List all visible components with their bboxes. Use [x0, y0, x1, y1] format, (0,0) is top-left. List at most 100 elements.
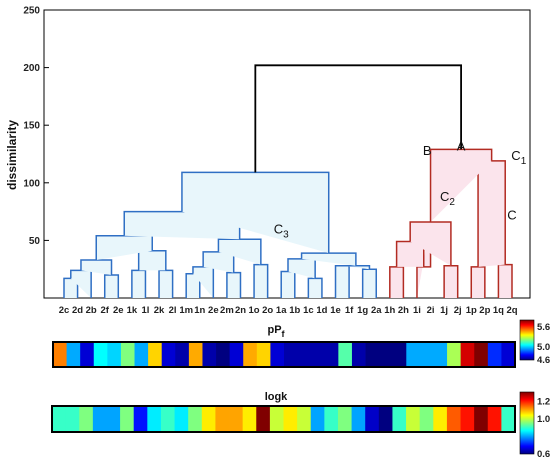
- heatmap-cell: [269, 406, 284, 432]
- link-fill: [80, 259, 112, 275]
- heatmap-logk-title: logk: [265, 391, 288, 403]
- leaf-label: 2i: [427, 305, 435, 316]
- link-fill: [192, 266, 214, 298]
- y-tick-label: 100: [23, 178, 40, 189]
- dendrogram-link: [342, 264, 371, 270]
- leaf-label: 1l: [141, 305, 149, 316]
- heatmap-cell: [65, 406, 80, 432]
- heatmap-cell: [107, 342, 122, 367]
- heatmap-cell: [474, 342, 489, 367]
- heatmap-logk: [52, 406, 516, 432]
- heatmap-cell: [446, 406, 461, 432]
- link-fill: [498, 264, 512, 298]
- heatmap-cell: [311, 342, 326, 367]
- leaf-label: 2f: [101, 305, 110, 316]
- heatmap-cell: [297, 406, 312, 432]
- heatmap-cell: [242, 406, 257, 432]
- heatmap-cell: [310, 406, 325, 432]
- heatmap-cell: [324, 342, 339, 367]
- y-axis-label: dissimilarity: [5, 120, 19, 190]
- heatmap-cell: [148, 342, 163, 367]
- dendrogram-link: [254, 64, 462, 173]
- heatmap-cell: [447, 342, 462, 367]
- heatmap-cell: [160, 406, 175, 432]
- heatmap-cell: [229, 342, 244, 367]
- heatmap-cell: [270, 342, 285, 367]
- link-fill: [396, 241, 424, 267]
- heatmap-cell: [419, 342, 434, 367]
- leaf-label: 2b: [86, 305, 97, 316]
- heatmap-cell: [283, 406, 298, 432]
- colorbar-tick-label: 1.0: [537, 414, 550, 425]
- heatmap-cell: [243, 342, 258, 367]
- leaf-label: 1b: [289, 305, 300, 316]
- leaf-label: 1p: [466, 305, 477, 316]
- heatmap-cell: [433, 406, 448, 432]
- leaf-label: 2m: [220, 305, 234, 316]
- link-fill: [342, 265, 370, 270]
- heatmap-cell: [188, 342, 203, 367]
- heatmap-cell: [460, 406, 475, 432]
- link-fill: [362, 269, 377, 298]
- heatmap-cell: [487, 406, 502, 432]
- link-fill: [430, 149, 492, 222]
- leaf-label: 2n: [235, 305, 246, 316]
- heatmap-cell: [120, 406, 135, 432]
- link-fill: [203, 251, 234, 273]
- y-axis-ticks: 50 100 150 200 250: [23, 6, 49, 247]
- heatmap-cell: [201, 406, 216, 432]
- heatmap-cell: [474, 406, 489, 432]
- leaf-label: 2a: [371, 305, 382, 316]
- link-fill: [410, 221, 451, 266]
- link-fill: [64, 278, 78, 298]
- colorbar-tick-label: 0.6: [537, 449, 550, 460]
- heatmap-cell: [324, 406, 339, 432]
- link-fill: [288, 258, 316, 279]
- cluster-label: A: [457, 139, 466, 154]
- link-fill: [471, 266, 485, 298]
- colorbar-logk-ticks: 0.6 1.0 1.2: [537, 396, 550, 460]
- heatmap-ppf-title: pPf: [267, 324, 285, 339]
- link-fill: [218, 239, 261, 265]
- dendrogram: [63, 64, 513, 298]
- cluster-label: B: [423, 143, 432, 158]
- heatmap-cell: [256, 342, 271, 367]
- heatmap-cell: [53, 342, 67, 367]
- heatmap-cell: [379, 342, 394, 367]
- leaf-label: 1a: [276, 305, 287, 316]
- leaf-label: 2h: [398, 305, 409, 316]
- heatmap-cell: [365, 342, 380, 367]
- heatmap-cell: [337, 406, 352, 432]
- heatmap-cell: [80, 342, 95, 367]
- y-tick-label: 150: [23, 121, 40, 132]
- heatmap-cell: [392, 342, 407, 367]
- heatmap-cell: [215, 406, 230, 432]
- leaf-label: 1j: [440, 305, 448, 316]
- heatmap-cell: [147, 406, 162, 432]
- heatmap-ppf: [53, 342, 516, 367]
- heatmap-cell: [175, 342, 190, 367]
- heatmap-cell: [188, 406, 203, 432]
- link-fill: [254, 264, 268, 298]
- leaf-label: 1i: [413, 305, 421, 316]
- heatmap-cell: [419, 406, 434, 432]
- link-fill: [335, 265, 350, 298]
- heatmap-cell: [338, 342, 353, 367]
- link-fill: [104, 274, 119, 298]
- link-fill: [478, 160, 506, 267]
- heatmap-cell: [174, 406, 189, 432]
- heatmap-cell: [501, 342, 516, 367]
- link-fill: [308, 278, 322, 298]
- colorbar-ppf-ticks: 4.6 5.0 5.6: [537, 322, 550, 366]
- colorbar-tick-label: 4.6: [537, 355, 550, 366]
- colorbar-tick-label: 1.2: [537, 396, 550, 407]
- link-fill: [389, 266, 404, 298]
- heatmap-cell: [52, 406, 67, 432]
- leaf-label: 2d: [72, 305, 83, 316]
- colorbar-tick-label: 5.6: [537, 322, 550, 333]
- y-tick-label: 200: [23, 63, 40, 74]
- leaf-label: 2j: [454, 305, 462, 316]
- link-fill: [281, 271, 295, 298]
- heatmap-cell: [392, 406, 407, 432]
